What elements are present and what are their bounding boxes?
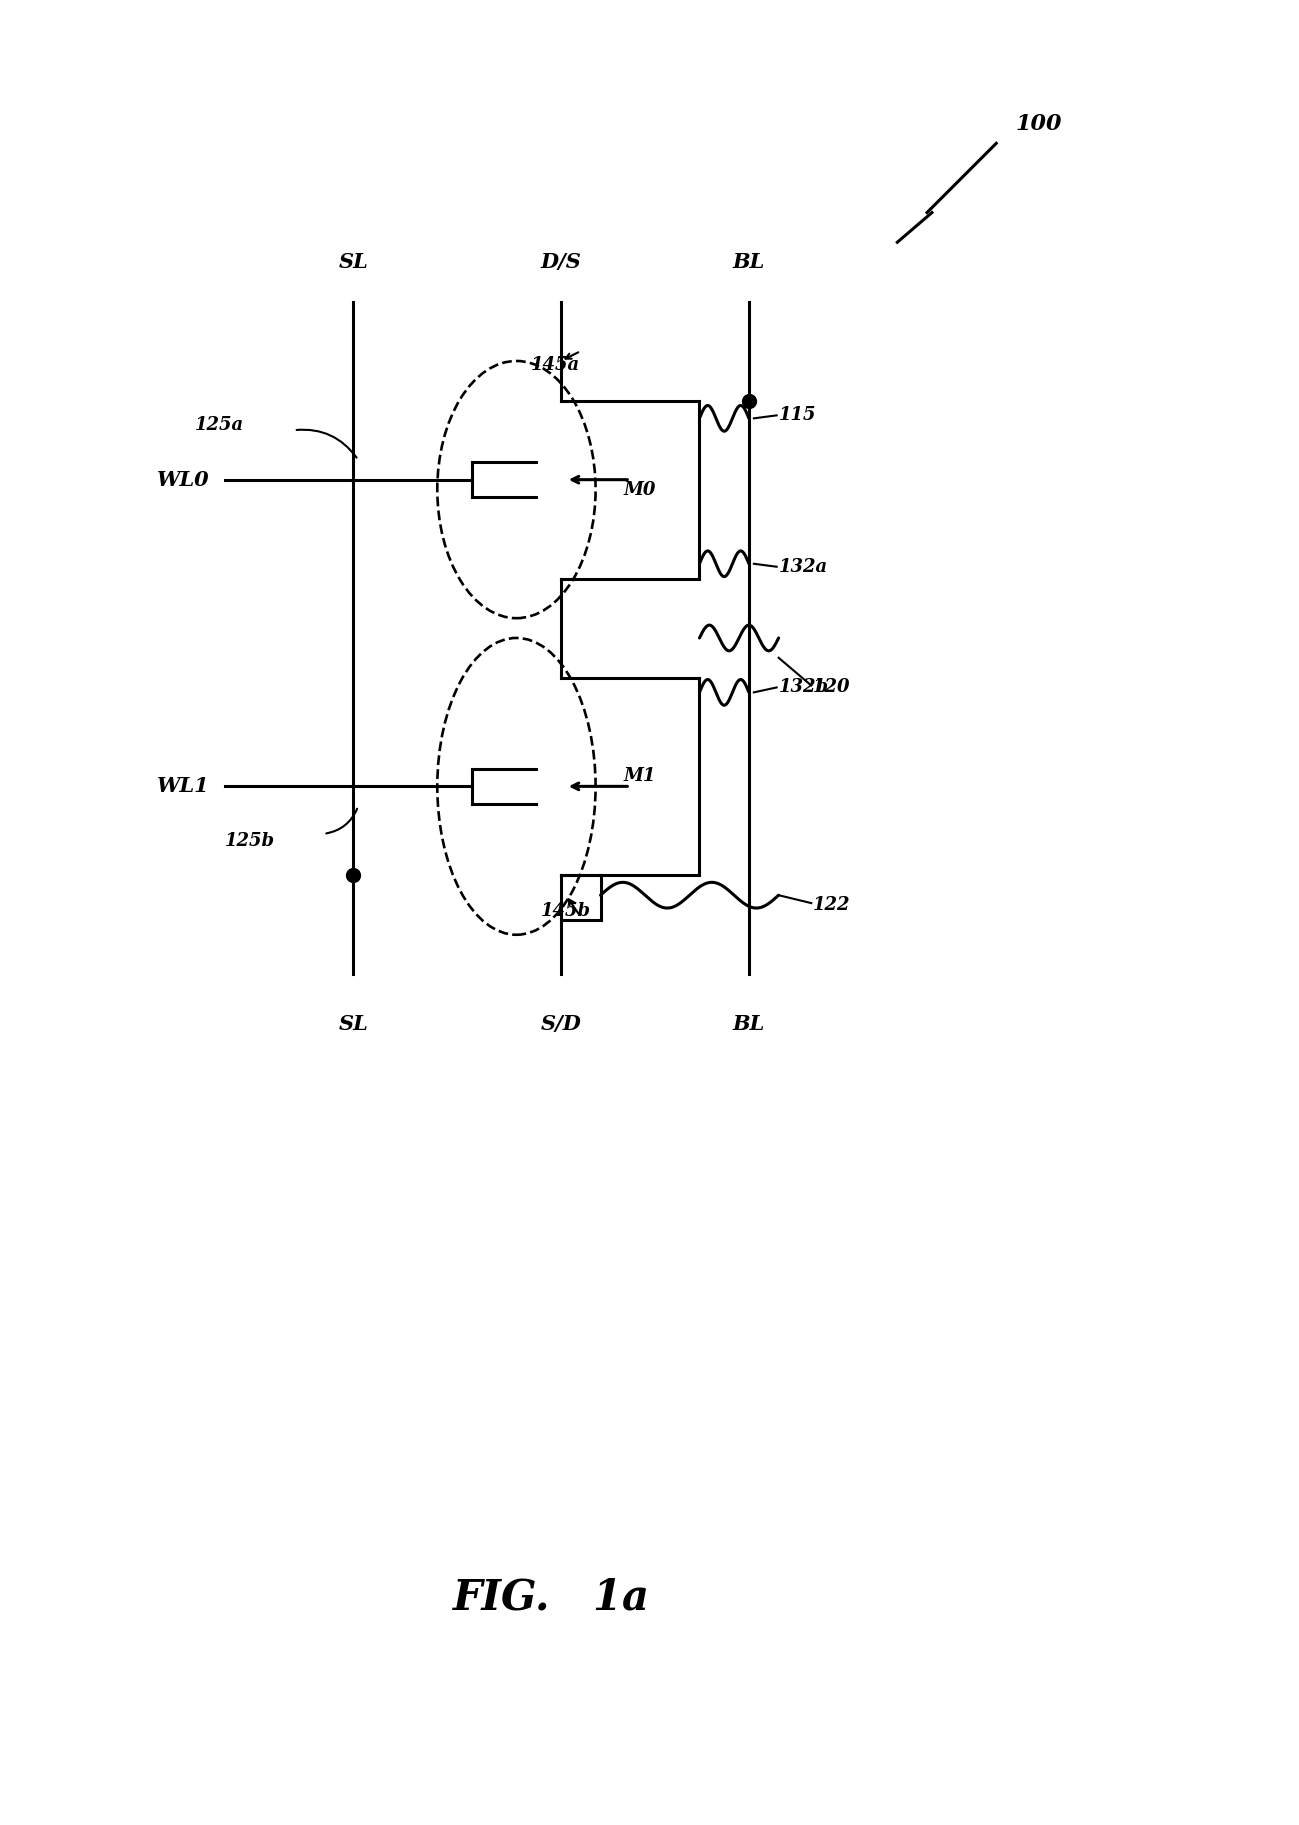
- Text: BL: BL: [733, 1015, 765, 1035]
- Text: WL1: WL1: [157, 776, 209, 796]
- Text: 125a: 125a: [195, 416, 244, 434]
- Text: FIG.   1a: FIG. 1a: [452, 1577, 650, 1619]
- Text: 125b: 125b: [225, 832, 274, 850]
- Text: BL: BL: [733, 252, 765, 272]
- Text: D/S: D/S: [540, 252, 582, 272]
- Text: SL: SL: [338, 252, 368, 272]
- Text: S/D: S/D: [540, 1015, 582, 1035]
- Text: 132a: 132a: [778, 558, 827, 575]
- Text: M1: M1: [624, 768, 656, 785]
- Text: 145a: 145a: [531, 356, 581, 374]
- Text: WL0: WL0: [157, 469, 209, 489]
- Text: 120: 120: [813, 679, 851, 697]
- Text: SL: SL: [338, 1015, 368, 1035]
- Text: 145b: 145b: [542, 902, 591, 920]
- Text: 122: 122: [813, 896, 851, 914]
- Text: 115: 115: [778, 407, 816, 425]
- Text: 100: 100: [1016, 113, 1063, 135]
- Text: M0: M0: [624, 480, 656, 498]
- Text: 132b: 132b: [778, 679, 829, 697]
